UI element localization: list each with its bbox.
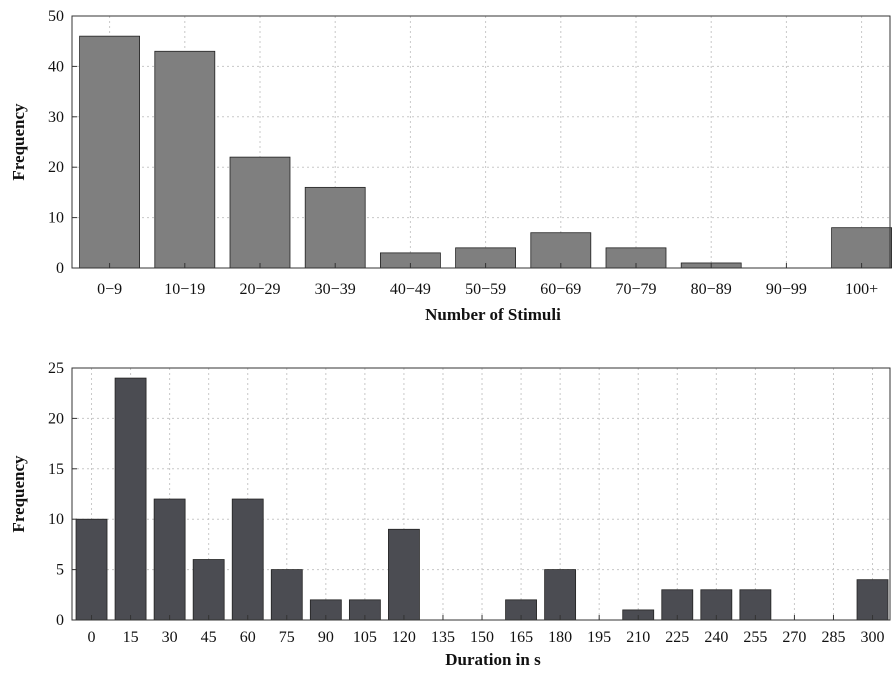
x-tick-label: 40−49 bbox=[390, 281, 431, 298]
x-tick-label: 45 bbox=[201, 629, 217, 646]
bar-2 bbox=[229, 156, 291, 269]
y-axis-label: Frequency bbox=[9, 103, 28, 181]
x-tick-label: 30−39 bbox=[315, 281, 356, 298]
bar-10 bbox=[831, 227, 892, 269]
bar-6 bbox=[530, 232, 592, 269]
bar-8 bbox=[388, 528, 420, 621]
x-tick-label: 50−59 bbox=[465, 281, 506, 298]
x-tick-label: 60−69 bbox=[540, 281, 581, 298]
bar-5 bbox=[270, 569, 303, 621]
bar-12 bbox=[544, 569, 577, 621]
x-tick-label: 0−9 bbox=[97, 281, 122, 298]
y-axis-label: Frequency bbox=[9, 455, 28, 533]
x-tick-label: 0 bbox=[88, 629, 96, 646]
x-tick-label: 255 bbox=[743, 629, 767, 646]
x-tick-label: 300 bbox=[861, 629, 885, 646]
x-tick-label: 165 bbox=[509, 629, 533, 646]
x-axis-label: Number of Stimuli bbox=[425, 305, 561, 324]
bar-4 bbox=[231, 498, 264, 621]
bar-1 bbox=[154, 50, 216, 269]
x-tick-label: 15 bbox=[123, 629, 139, 646]
x-axis-label: Duration in s bbox=[445, 650, 541, 669]
x-tick-label: 90 bbox=[318, 629, 334, 646]
x-tick-label: 240 bbox=[704, 629, 728, 646]
bar-1 bbox=[114, 377, 147, 621]
x-tick-label: 75 bbox=[279, 629, 295, 646]
bar-0 bbox=[75, 518, 108, 621]
x-tick-label: 180 bbox=[548, 629, 572, 646]
x-tick-label: 100+ bbox=[845, 281, 878, 298]
y-tick-label: 40 bbox=[48, 58, 64, 75]
x-tick-label: 120 bbox=[392, 629, 416, 646]
x-tick-label: 225 bbox=[665, 629, 689, 646]
x-tick-label: 70−79 bbox=[615, 281, 656, 298]
bar-16 bbox=[700, 589, 733, 621]
x-tick-label: 90−99 bbox=[766, 281, 807, 298]
x-tick-label: 60 bbox=[240, 629, 256, 646]
y-tick-label: 30 bbox=[48, 109, 64, 126]
x-tick-label: 195 bbox=[587, 629, 611, 646]
bar-20 bbox=[856, 579, 889, 621]
x-tick-label: 20−29 bbox=[239, 281, 280, 298]
y-tick-label: 0 bbox=[56, 260, 64, 277]
y-tick-label: 50 bbox=[48, 8, 64, 25]
bar-15 bbox=[661, 589, 694, 621]
x-tick-label: 30 bbox=[162, 629, 178, 646]
y-tick-label: 20 bbox=[48, 159, 64, 176]
plot-frame bbox=[71, 15, 891, 269]
y-tick-label: 15 bbox=[48, 461, 64, 478]
y-tick-label: 0 bbox=[56, 612, 64, 629]
bar-3 bbox=[192, 559, 225, 621]
x-tick-label: 135 bbox=[431, 629, 455, 646]
bar-0 bbox=[79, 35, 140, 269]
x-tick-label: 210 bbox=[626, 629, 650, 646]
y-tick-label: 25 bbox=[48, 360, 64, 377]
y-tick-label: 20 bbox=[48, 410, 64, 427]
bar-3 bbox=[304, 186, 366, 269]
stimuli-histogram: 0 10 20 30 40 50 0−9 10−19 20−29 30−39 40−49 50−59 6… bbox=[9, 8, 892, 324]
x-tick-label: 10−19 bbox=[164, 281, 205, 298]
x-tick-label: 285 bbox=[821, 629, 845, 646]
bar-2 bbox=[153, 498, 186, 621]
x-tick-label: 105 bbox=[353, 629, 377, 646]
y-tick-label: 5 bbox=[56, 562, 64, 579]
y-tick-label: 10 bbox=[48, 210, 64, 227]
bar-17 bbox=[739, 589, 772, 621]
x-tick-label: 150 bbox=[470, 629, 494, 646]
plot-frame bbox=[71, 367, 891, 621]
y-tick-label: 10 bbox=[48, 511, 64, 528]
duration-histogram: 0 5 10 15 20 25 0 15 30 45 60 75 90 105 120 135 150 165 18… bbox=[9, 360, 891, 669]
x-tick-label: 80−89 bbox=[691, 281, 732, 298]
x-tick-label: 270 bbox=[782, 629, 806, 646]
